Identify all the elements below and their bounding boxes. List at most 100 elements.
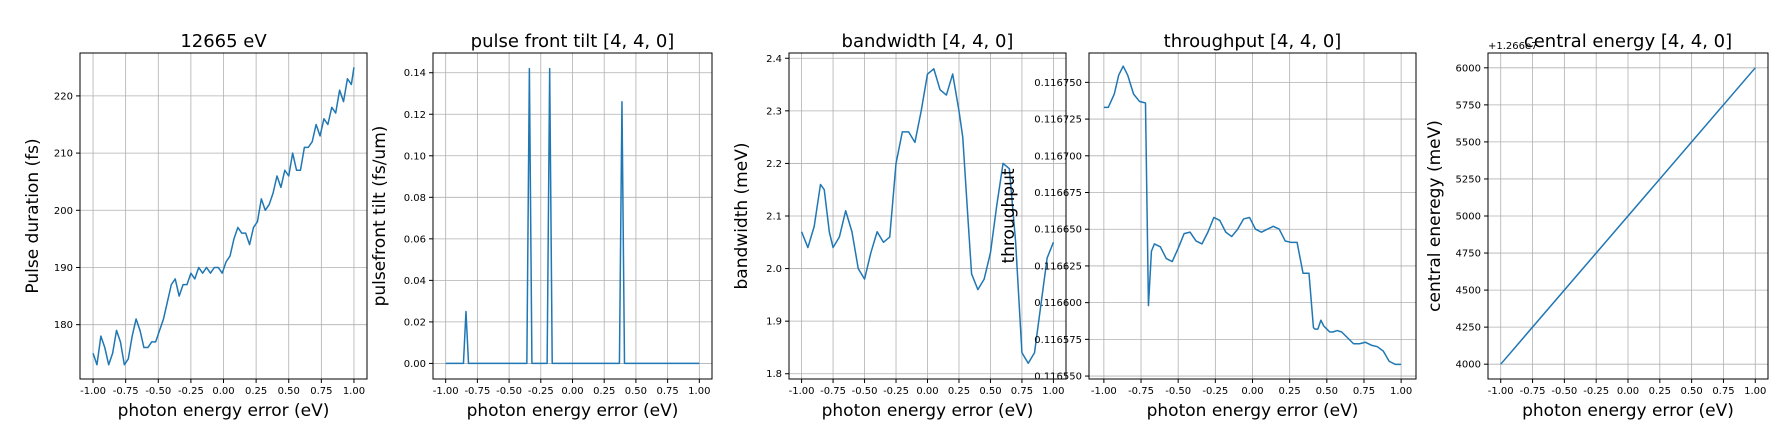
y-tick-label: 0.116700 [1034, 151, 1082, 162]
y-tick-label: 2.0 [766, 264, 782, 275]
x-tick-label: 1.00 [343, 386, 365, 397]
x-tick-label: 0.50 [1681, 386, 1703, 397]
x-tick-label: 0.75 [1712, 386, 1734, 397]
y-axis-label: bandwidth (meV) [732, 143, 752, 290]
axis-offset-label: +1.266e7 [1488, 41, 1538, 52]
y-tick-label: 2.4 [766, 54, 782, 65]
y-tick-label: 2.3 [766, 106, 782, 117]
x-tick-label: -0.25 [178, 386, 204, 397]
y-tick-label: 0.04 [404, 276, 426, 287]
chart-title: pulse front tilt [4, 4, 0] [471, 31, 675, 52]
x-tick-label: -1.00 [433, 386, 459, 397]
y-axis-label: central eneregy (meV) [1425, 120, 1445, 312]
chart-title: throughput [4, 4, 0] [1164, 31, 1342, 52]
y-tick-label: 2.2 [766, 159, 782, 170]
x-axis-label: photon energy error (eV) [822, 401, 1034, 421]
x-tick-label: -1.00 [80, 386, 106, 397]
y-tick-label: 0.08 [404, 193, 426, 204]
y-tick-label: 0.116725 [1034, 115, 1082, 126]
x-axis-label: photon energy error (eV) [1522, 401, 1734, 421]
y-axis-label: throughput [999, 168, 1019, 263]
x-tick-label: 0.25 [593, 386, 615, 397]
y-tick-label: 0.06 [404, 234, 426, 245]
x-axis-label: photon energy error (eV) [467, 401, 679, 421]
series-line [445, 67, 700, 365]
y-tick-label: 0.12 [404, 110, 426, 121]
y-tick-label: 0.116650 [1034, 225, 1082, 236]
y-tick-label: 4250 [1456, 323, 1481, 334]
y-tick-label: 5500 [1456, 137, 1481, 148]
x-tick-label: -0.75 [113, 386, 139, 397]
y-tick-label: 0.116675 [1034, 188, 1082, 199]
x-tick-label: -0.75 [464, 386, 490, 397]
x-tick-label: 0.50 [979, 386, 1001, 397]
x-tick-label: -0.75 [1128, 386, 1154, 397]
y-tick-label: 4000 [1456, 360, 1481, 371]
y-tick-label: 0.14 [404, 68, 426, 79]
x-tick-label: 0.75 [1353, 386, 1375, 397]
chart-panel: -1.00 -0.75 -0.50 -0.25 0.00 0.25 0.50 0.75 1.00… [23, 31, 368, 421]
y-tick-label: 5250 [1456, 174, 1481, 185]
y-tick-label: 220 [54, 91, 73, 102]
x-tick-label: 0.75 [656, 386, 678, 397]
x-tick-label: 0.25 [245, 386, 267, 397]
x-tick-label: 0.75 [1011, 386, 1033, 397]
series-line [800, 68, 1055, 364]
x-tick-label: -0.50 [496, 386, 522, 397]
x-tick-label: -0.75 [1520, 386, 1546, 397]
x-tick-label: -0.50 [852, 386, 878, 397]
x-tick-label: 0.00 [212, 386, 234, 397]
x-tick-label: 0.25 [1649, 386, 1671, 397]
x-tick-label: 1.00 [1390, 386, 1412, 397]
x-tick-label: 0.00 [1617, 386, 1639, 397]
y-tick-label: 4500 [1456, 286, 1481, 297]
y-tick-label: 4750 [1456, 249, 1481, 260]
y-tick-label: 0.116575 [1034, 335, 1082, 346]
x-axis-label: photon energy error (eV) [118, 401, 330, 421]
x-tick-label: 0.00 [561, 386, 583, 397]
series-line [1500, 67, 1756, 365]
x-tick-label: 0.25 [1279, 386, 1301, 397]
x-tick-label: 0.50 [1316, 386, 1338, 397]
x-tick-label: 1.00 [1042, 386, 1064, 397]
x-tick-label: -0.25 [1583, 386, 1609, 397]
y-tick-label: 200 [54, 206, 73, 217]
x-tick-label: -1.00 [789, 386, 815, 397]
x-tick-label: 1.00 [1744, 386, 1766, 397]
x-tick-label: -0.75 [820, 386, 846, 397]
x-tick-label: -1.00 [1488, 386, 1514, 397]
y-tick-label: 210 [54, 149, 73, 160]
y-tick-label: 0.116625 [1034, 261, 1082, 272]
x-tick-label: 0.00 [1241, 386, 1263, 397]
x-tick-label: 0.50 [625, 386, 647, 397]
chart-title: 12665 eV [180, 31, 267, 52]
x-tick-label: -0.25 [1202, 386, 1228, 397]
x-tick-label: 0.50 [278, 386, 300, 397]
x-tick-label: 0.00 [916, 386, 938, 397]
y-tick-label: 0.116550 [1034, 372, 1082, 383]
y-tick-label: 0.116600 [1034, 298, 1082, 309]
chart-panel: -1.00 -0.75 -0.50 -0.25 0.00 0.25 0.50 0.75 1.00… [999, 31, 1417, 421]
chart-panel: -1.00 -0.75 -0.50 -0.25 0.00 0.25 0.50 0.75 1.00… [370, 31, 713, 421]
x-tick-label: -0.50 [145, 386, 171, 397]
y-tick-label: 0.116750 [1034, 78, 1082, 89]
x-tick-label: -0.50 [1551, 386, 1577, 397]
y-tick-label: 180 [54, 320, 73, 331]
y-axis-label: Pulse duration (fs) [23, 138, 43, 293]
y-tick-label: 6000 [1456, 63, 1481, 74]
chart-panel: -1.00 -0.75 -0.50 -0.25 0.00 0.25 0.50 0.75 1.00… [732, 31, 1067, 421]
y-tick-label: 0.10 [404, 151, 426, 162]
x-tick-label: -0.50 [1165, 386, 1191, 397]
series-line [1103, 65, 1402, 366]
x-tick-label: 0.25 [948, 386, 970, 397]
x-tick-label: -1.00 [1091, 386, 1117, 397]
chart-title: bandwidth [4, 4, 0] [842, 31, 1014, 52]
chart-title: central energy [4, 4, 0] [1524, 31, 1732, 52]
y-tick-label: 0.02 [404, 317, 426, 328]
y-tick-label: 5000 [1456, 212, 1481, 223]
y-axis-label: pulsefront tilt (fs/um) [370, 126, 390, 307]
y-tick-label: 5750 [1456, 100, 1481, 111]
chart-panel: -1.00 -0.75 -0.50 -0.25 0.00 0.25 0.50 0.75 1.00… [1425, 31, 1769, 421]
y-tick-label: 190 [54, 263, 73, 274]
